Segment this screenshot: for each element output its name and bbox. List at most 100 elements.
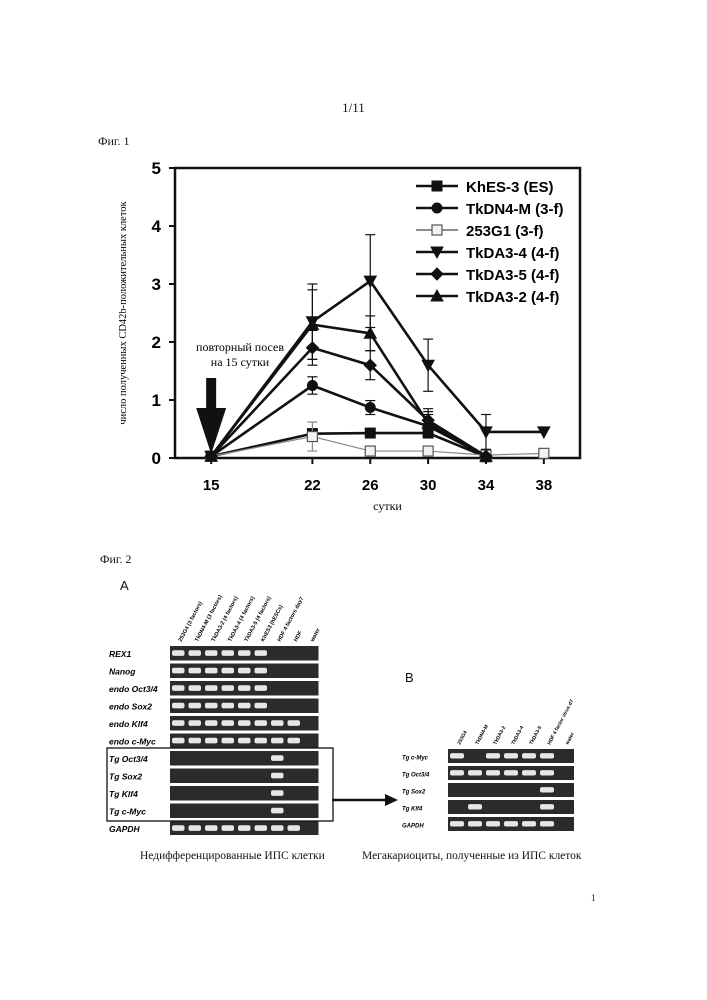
y-tick-label: 4 (152, 217, 162, 236)
gel-row-label: GAPDH (109, 824, 141, 834)
annotation-line-1: повторный посев (196, 340, 284, 354)
gel-band (238, 685, 251, 691)
gel-band (189, 668, 202, 674)
gel-row-label: Tg Oct3/4 (402, 773, 430, 779)
gel-band (222, 650, 235, 656)
figure-2-label: Фиг. 2 (100, 552, 131, 567)
gel-band (468, 770, 482, 775)
arrow-down-icon (196, 408, 226, 454)
gel-row-label: Tg c-Myc (109, 806, 146, 816)
gel-band (271, 790, 284, 796)
gel-band (172, 668, 185, 674)
gel-band (205, 650, 218, 656)
gel-band (288, 738, 301, 744)
legend-marker (432, 181, 442, 191)
figure-1-label: Фиг. 1 (98, 134, 129, 149)
figure-1-line-chart: 012345152226303438суткичисло полученных … (100, 150, 620, 520)
y-tick-label: 3 (152, 275, 161, 294)
data-point (539, 448, 549, 458)
gel-row-label: Tg Klf4 (109, 789, 138, 799)
gel-band (238, 825, 251, 831)
gel-band (450, 770, 464, 775)
gel-band (222, 738, 235, 744)
gel-band (271, 738, 284, 744)
gel-band (255, 703, 268, 709)
arrow-icon (330, 790, 400, 810)
gel-band (222, 668, 235, 674)
gel-band (189, 720, 202, 726)
gel-band (255, 685, 268, 691)
gel-band (486, 821, 500, 826)
gel-band (205, 668, 218, 674)
gel-band (288, 825, 301, 831)
gel-row-label: Tg Klf4 (402, 807, 423, 813)
gel-band (205, 685, 218, 691)
gel-row-label: GAPDH (402, 824, 424, 830)
x-axis-title: сутки (373, 499, 402, 513)
gel-band (288, 720, 301, 726)
gel-band (450, 753, 464, 758)
gel-band (255, 825, 268, 831)
gel-row-label: Tg Sox2 (402, 790, 426, 796)
gel-strip (170, 786, 319, 801)
gel-band (468, 821, 482, 826)
gel-band (172, 703, 185, 709)
data-point (423, 446, 433, 456)
gel-band (238, 703, 251, 709)
lane-label: TkDA3-2 (492, 725, 507, 746)
gel-band (540, 770, 554, 775)
gel-band (271, 720, 284, 726)
gel-band (238, 650, 251, 656)
gel-band (271, 825, 284, 831)
gel-row-label: Tg Oct3/4 (109, 754, 148, 764)
gel-band (189, 825, 202, 831)
legend-label: TkDN4-M (3-f) (466, 201, 564, 218)
y-tick-label: 1 (152, 391, 161, 410)
gel-band (238, 720, 251, 726)
gel-band (540, 787, 554, 792)
legend: KhES-3 (ES)TkDN4-M (3-f)253G1 (3-f)TkDA3… (416, 179, 564, 306)
gel-band (222, 685, 235, 691)
footer-page-number: 1 (591, 893, 596, 903)
series-6 (205, 290, 492, 461)
annotation-line-2: на 15 сутки (211, 355, 270, 369)
gel-band (205, 720, 218, 726)
y-tick-label: 2 (152, 333, 161, 352)
gel-strip (448, 783, 574, 797)
gel-band (540, 821, 554, 826)
panel-a-gel: 253G4 (3 factors)TkDN4-M (3 factors)TkDA… (105, 585, 345, 835)
legend-label: 253G1 (3-f) (466, 223, 544, 240)
y-axis-title: число полученных CD42b-положительных кле… (118, 200, 129, 424)
legend-label: TkDA3-2 (4-f) (466, 289, 559, 306)
gel-row-label: Tg c-Myc (402, 756, 429, 762)
gel-strip (170, 769, 319, 784)
gel-band (222, 825, 235, 831)
gel-band (255, 668, 268, 674)
x-tick-label: 15 (203, 477, 220, 494)
gel-band (205, 738, 218, 744)
gel-band (189, 703, 202, 709)
gel-band (522, 753, 536, 758)
lane-label: TkDA3-4 (510, 725, 525, 746)
legend-label: TkDA3-4 (4-f) (466, 245, 559, 262)
gel-band (205, 825, 218, 831)
gel-band (172, 720, 185, 726)
gel-band (255, 738, 268, 744)
legend-marker (431, 268, 443, 280)
lane-label: water (309, 627, 322, 644)
lane-label: water (564, 732, 576, 747)
gel-band (271, 773, 284, 779)
x-tick-label: 26 (362, 477, 379, 494)
y-tick-label: 5 (152, 159, 161, 178)
gel-band (172, 825, 185, 831)
lane-label: TkDN4-M (474, 724, 489, 746)
gel-band (189, 738, 202, 744)
gel-band (522, 770, 536, 775)
x-tick-label: 38 (535, 477, 552, 494)
gel-band (238, 738, 251, 744)
panel-b-letter: B (405, 670, 414, 685)
data-point (307, 381, 317, 391)
panel-b-gel: 253G4TkDN4-MTkDA3-2TkDA3-4TkDA3-5HDF 4 f… (400, 690, 600, 840)
series-line (211, 437, 544, 457)
lane-label: TkDA3-5 (528, 725, 543, 746)
